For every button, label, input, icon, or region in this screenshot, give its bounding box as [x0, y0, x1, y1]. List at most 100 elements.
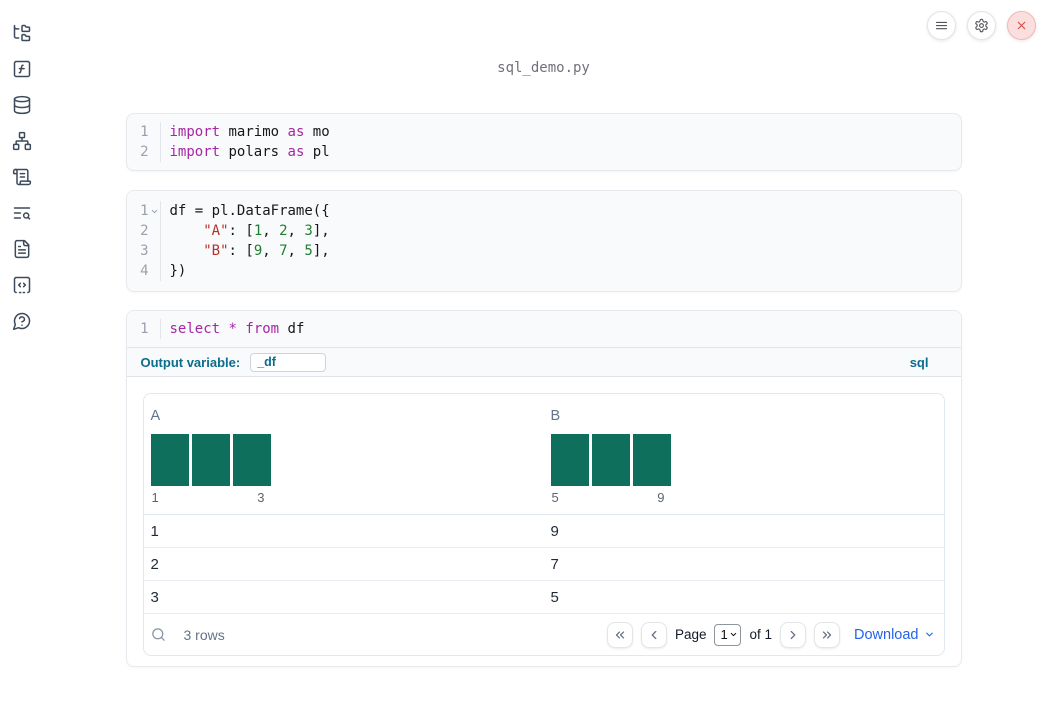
code-line[interactable]: 4}): [127, 261, 961, 281]
code-text: import polars as pl: [159, 142, 961, 162]
code-token: ,: [287, 223, 305, 239]
next-page-button[interactable]: [780, 621, 806, 648]
code-token: 1: [253, 223, 263, 239]
code-token: polars: [220, 144, 288, 160]
page-of-label: of 1: [749, 627, 772, 642]
panel-outline-button[interactable]: [11, 203, 33, 223]
page-select[interactable]: 1: [714, 623, 742, 646]
sql-cell[interactable]: 1 select * from df Output variable: sql A…: [125, 310, 962, 667]
download-button[interactable]: Download: [854, 627, 935, 643]
gutter-spacer: [149, 241, 160, 261]
output-variable-row: Output variable: sql: [126, 348, 961, 377]
histogram: [550, 434, 671, 486]
notebook-main: sql_demo.py 1 import marimo as mo 2 import …: [44, 0, 1043, 667]
page-select-value: 1: [720, 627, 728, 642]
code-token: 3: [304, 223, 313, 239]
panel-data-sources-button[interactable]: [11, 95, 33, 115]
search-icon[interactable]: [150, 626, 167, 643]
code-token: 2: [279, 223, 288, 239]
notebook-filename[interactable]: sql_demo.py: [497, 60, 590, 76]
line-number: 2: [140, 144, 149, 160]
code-token: df: [279, 321, 305, 337]
gutter-spacer: [149, 319, 160, 339]
panel-file-explorer-button[interactable]: [11, 23, 33, 43]
panel-snippets-button[interactable]: [11, 275, 33, 295]
menu-icon: [934, 18, 949, 33]
gear-icon: [974, 18, 989, 33]
code-token: [220, 321, 228, 337]
code-token: *: [228, 321, 237, 337]
code-token: as: [287, 124, 305, 140]
histogram-bar: [232, 434, 271, 486]
code-token: df = pl.DataFrame({: [169, 203, 330, 219]
database-icon: [12, 95, 32, 115]
code-editor[interactable]: 1 df = pl.DataFrame({2 "A": [1, 2, 3], 3 "…: [127, 191, 961, 291]
histogram-bar: [150, 434, 189, 486]
code-line[interactable]: 1 df = pl.DataFrame({: [127, 201, 961, 221]
code-text: import marimo as mo: [159, 122, 961, 142]
function-square-icon: [12, 59, 32, 79]
shutdown-button[interactable]: [1007, 11, 1036, 40]
page-label: Page: [674, 627, 707, 642]
panel-dependency-graph-button[interactable]: [11, 131, 33, 151]
panel-help-button[interactable]: [11, 311, 33, 331]
row-count: 3 rows: [183, 626, 225, 643]
close-icon: [1015, 19, 1028, 32]
fold-chevron-icon[interactable]: [149, 201, 160, 221]
histogram-bar: [550, 434, 589, 486]
code-token: ],: [312, 223, 330, 239]
table-cell: 5: [550, 588, 559, 606]
line-number: 4: [140, 263, 149, 279]
panel-logs-button[interactable]: [11, 167, 33, 187]
code-line[interactable]: 1 select * from df: [127, 319, 961, 339]
last-page-button[interactable]: [814, 621, 840, 648]
code-token: "A": [203, 223, 229, 239]
code-line[interactable]: 3 "B": [9, 7, 5],: [127, 241, 961, 261]
histogram-bar: [591, 434, 630, 486]
code-text: select * from df: [159, 319, 961, 339]
code-square-icon: [12, 275, 32, 295]
line-number: 2: [140, 223, 149, 239]
code-text: "A": [1, 2, 3],: [159, 221, 961, 241]
histogram: [150, 434, 271, 486]
network-icon: [12, 131, 32, 151]
notebook-menu-button[interactable]: [927, 11, 956, 40]
table-cell: 2: [150, 555, 159, 573]
panel-variables-button[interactable]: [11, 59, 33, 79]
code-token: ],: [312, 243, 330, 259]
code-line[interactable]: 1 import marimo as mo: [127, 122, 961, 142]
code-editor[interactable]: 1 import marimo as mo 2 import polars as pl: [127, 114, 961, 170]
code-line[interactable]: 2 import polars as pl: [127, 142, 961, 162]
first-page-button[interactable]: [606, 621, 633, 648]
panel-documentation-button[interactable]: [11, 239, 33, 259]
code-line[interactable]: 2 "A": [1, 2, 3],: [127, 221, 961, 241]
code-token: [170, 243, 204, 259]
chevron-down-icon: [729, 630, 738, 639]
code-cell-dataframe[interactable]: 1 df = pl.DataFrame({2 "A": [1, 2, 3], 3 "…: [125, 190, 962, 292]
table-footer: 3 rows Page 1 of 1 D: [144, 614, 944, 655]
folder-tree-icon: [12, 23, 32, 43]
output-variable-input[interactable]: [250, 352, 327, 372]
histogram-bar: [191, 434, 230, 486]
code-token: "B": [203, 243, 229, 259]
code-token: ,: [287, 243, 305, 259]
line-number: 1: [140, 321, 149, 337]
prev-page-button[interactable]: [640, 621, 667, 648]
settings-button[interactable]: [967, 11, 996, 40]
sql-editor[interactable]: 1 select * from df: [126, 311, 961, 348]
code-cell-imports[interactable]: 1 import marimo as mo 2 import polars as pl: [125, 113, 962, 171]
gutter-spacer: [149, 261, 160, 281]
code-token: 9: [253, 243, 263, 259]
gutter-spacer: [149, 221, 160, 241]
output-variable-label: Output variable:: [140, 354, 241, 370]
gutter-spacer: [149, 142, 160, 162]
code-token: 5: [304, 243, 313, 259]
